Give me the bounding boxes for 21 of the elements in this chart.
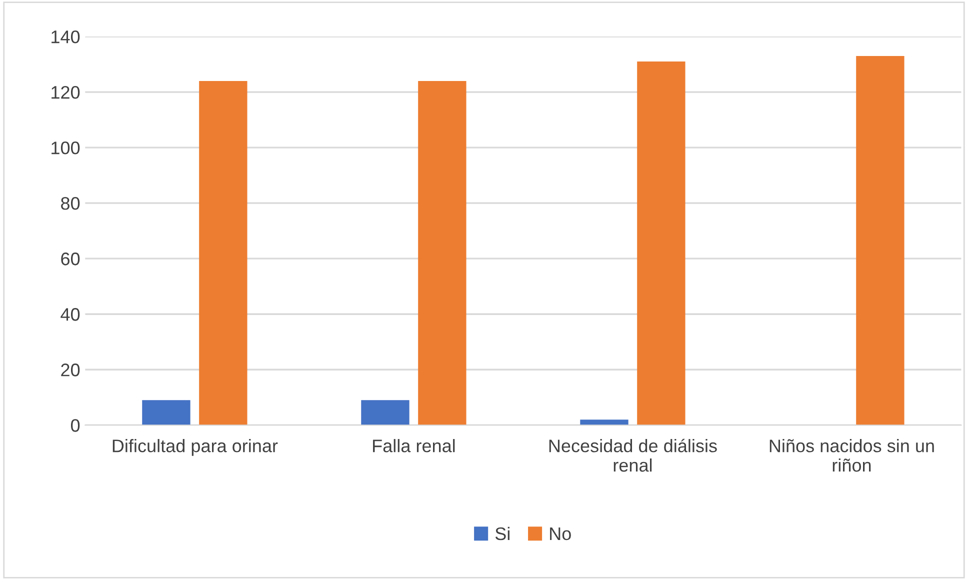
legend-label: No <box>550 528 571 540</box>
bar <box>580 420 628 426</box>
bar <box>856 56 904 426</box>
y-tick-label: 0 <box>70 419 80 432</box>
bar <box>142 400 190 426</box>
bar <box>637 62 686 426</box>
x-tick-label: Necesidad de diálisis renal <box>549 438 717 472</box>
x-tick-label: Dificultad para orinar <box>112 439 278 456</box>
x-tick-label: Falla renal <box>373 439 455 452</box>
y-tick-label: 80 <box>61 197 80 210</box>
x-tick-label: Niños nacidos sin un riñon <box>770 439 934 472</box>
y-tick-label: 140 <box>52 30 80 44</box>
bar <box>418 80 466 426</box>
y-tick-label: 120 <box>52 86 80 99</box>
bar <box>361 400 410 426</box>
y-tick-label: 20 <box>61 364 80 376</box>
bar <box>199 80 248 426</box>
legend-label: Si <box>495 526 510 540</box>
y-tick-label: 100 <box>52 142 80 154</box>
y-tick-label: 40 <box>60 308 80 321</box>
y-tick-label: 60 <box>61 252 80 266</box>
